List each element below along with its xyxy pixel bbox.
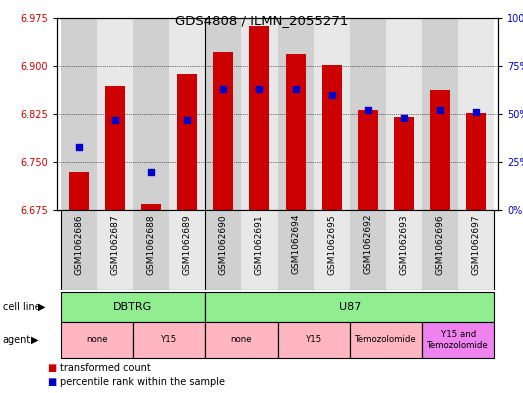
Text: GSM1062689: GSM1062689 [183,214,191,275]
Bar [105,86,125,210]
Text: ▶: ▶ [38,302,46,312]
Text: GSM1062686: GSM1062686 [74,214,83,275]
Text: DBTRG: DBTRG [113,302,153,312]
Point [472,109,481,115]
Text: GSM1062697: GSM1062697 [472,214,481,275]
Text: GSM1062692: GSM1062692 [363,214,372,274]
Point [400,115,408,121]
Bar [61,292,205,322]
Text: ■: ■ [47,363,56,373]
Bar [133,210,169,290]
Bar [97,210,133,290]
Bar [205,292,494,322]
Bar [61,210,97,290]
Text: GSM1062693: GSM1062693 [400,214,408,275]
Text: agent: agent [3,335,31,345]
Point [147,169,155,175]
Bar [394,117,414,210]
Bar [386,210,422,290]
Bar [241,210,278,290]
Bar [422,210,458,290]
Point [74,143,83,150]
Text: GSM1062695: GSM1062695 [327,214,336,275]
Point [363,107,372,113]
Text: Temozolomide: Temozolomide [355,336,417,345]
Text: GSM1062691: GSM1062691 [255,214,264,275]
Text: GSM1062690: GSM1062690 [219,214,228,275]
Bar [314,18,350,210]
Bar [278,210,314,290]
Text: GSM1062696: GSM1062696 [436,214,445,275]
Text: GSM1062694: GSM1062694 [291,214,300,274]
Bar [61,322,133,358]
Point [291,86,300,92]
Bar [322,65,342,210]
Bar [205,18,241,210]
Bar [169,18,205,210]
Bar [213,52,233,210]
Bar [61,18,97,210]
Bar [467,113,486,210]
Bar [249,26,269,210]
Text: ■: ■ [47,377,56,387]
Bar [422,18,458,210]
Bar [458,210,494,290]
Bar [350,210,386,290]
Bar [286,55,305,210]
Bar [314,210,350,290]
Text: Y15: Y15 [305,336,322,345]
Text: Y15 and
Temozolomide: Y15 and Temozolomide [427,330,489,350]
Bar [430,90,450,210]
Point [255,86,264,92]
Point [219,86,228,92]
Point [183,117,191,123]
Bar [278,322,350,358]
Text: none: none [231,336,252,345]
Bar [177,73,197,210]
Text: Y15: Y15 [161,336,177,345]
Point [111,117,119,123]
Text: none: none [86,336,108,345]
Text: ▶: ▶ [31,335,39,345]
Bar [141,204,161,210]
Point [327,92,336,98]
Bar [69,172,88,210]
Bar [97,18,133,210]
Text: U87: U87 [338,302,361,312]
Bar [169,210,205,290]
Bar [422,322,494,358]
Text: GSM1062687: GSM1062687 [110,214,119,275]
Bar [358,110,378,210]
Text: transformed count: transformed count [60,363,151,373]
Text: GDS4808 / ILMN_2055271: GDS4808 / ILMN_2055271 [175,14,348,27]
Point [436,107,445,113]
Bar [133,322,205,358]
Text: GSM1062688: GSM1062688 [146,214,155,275]
Bar [350,18,386,210]
Bar [133,18,169,210]
Bar [205,210,241,290]
Bar [350,322,422,358]
Bar [458,18,494,210]
Text: percentile rank within the sample: percentile rank within the sample [60,377,225,387]
Bar [241,18,278,210]
Bar [278,18,314,210]
Bar [205,322,278,358]
Bar [386,18,422,210]
Text: cell line: cell line [3,302,40,312]
